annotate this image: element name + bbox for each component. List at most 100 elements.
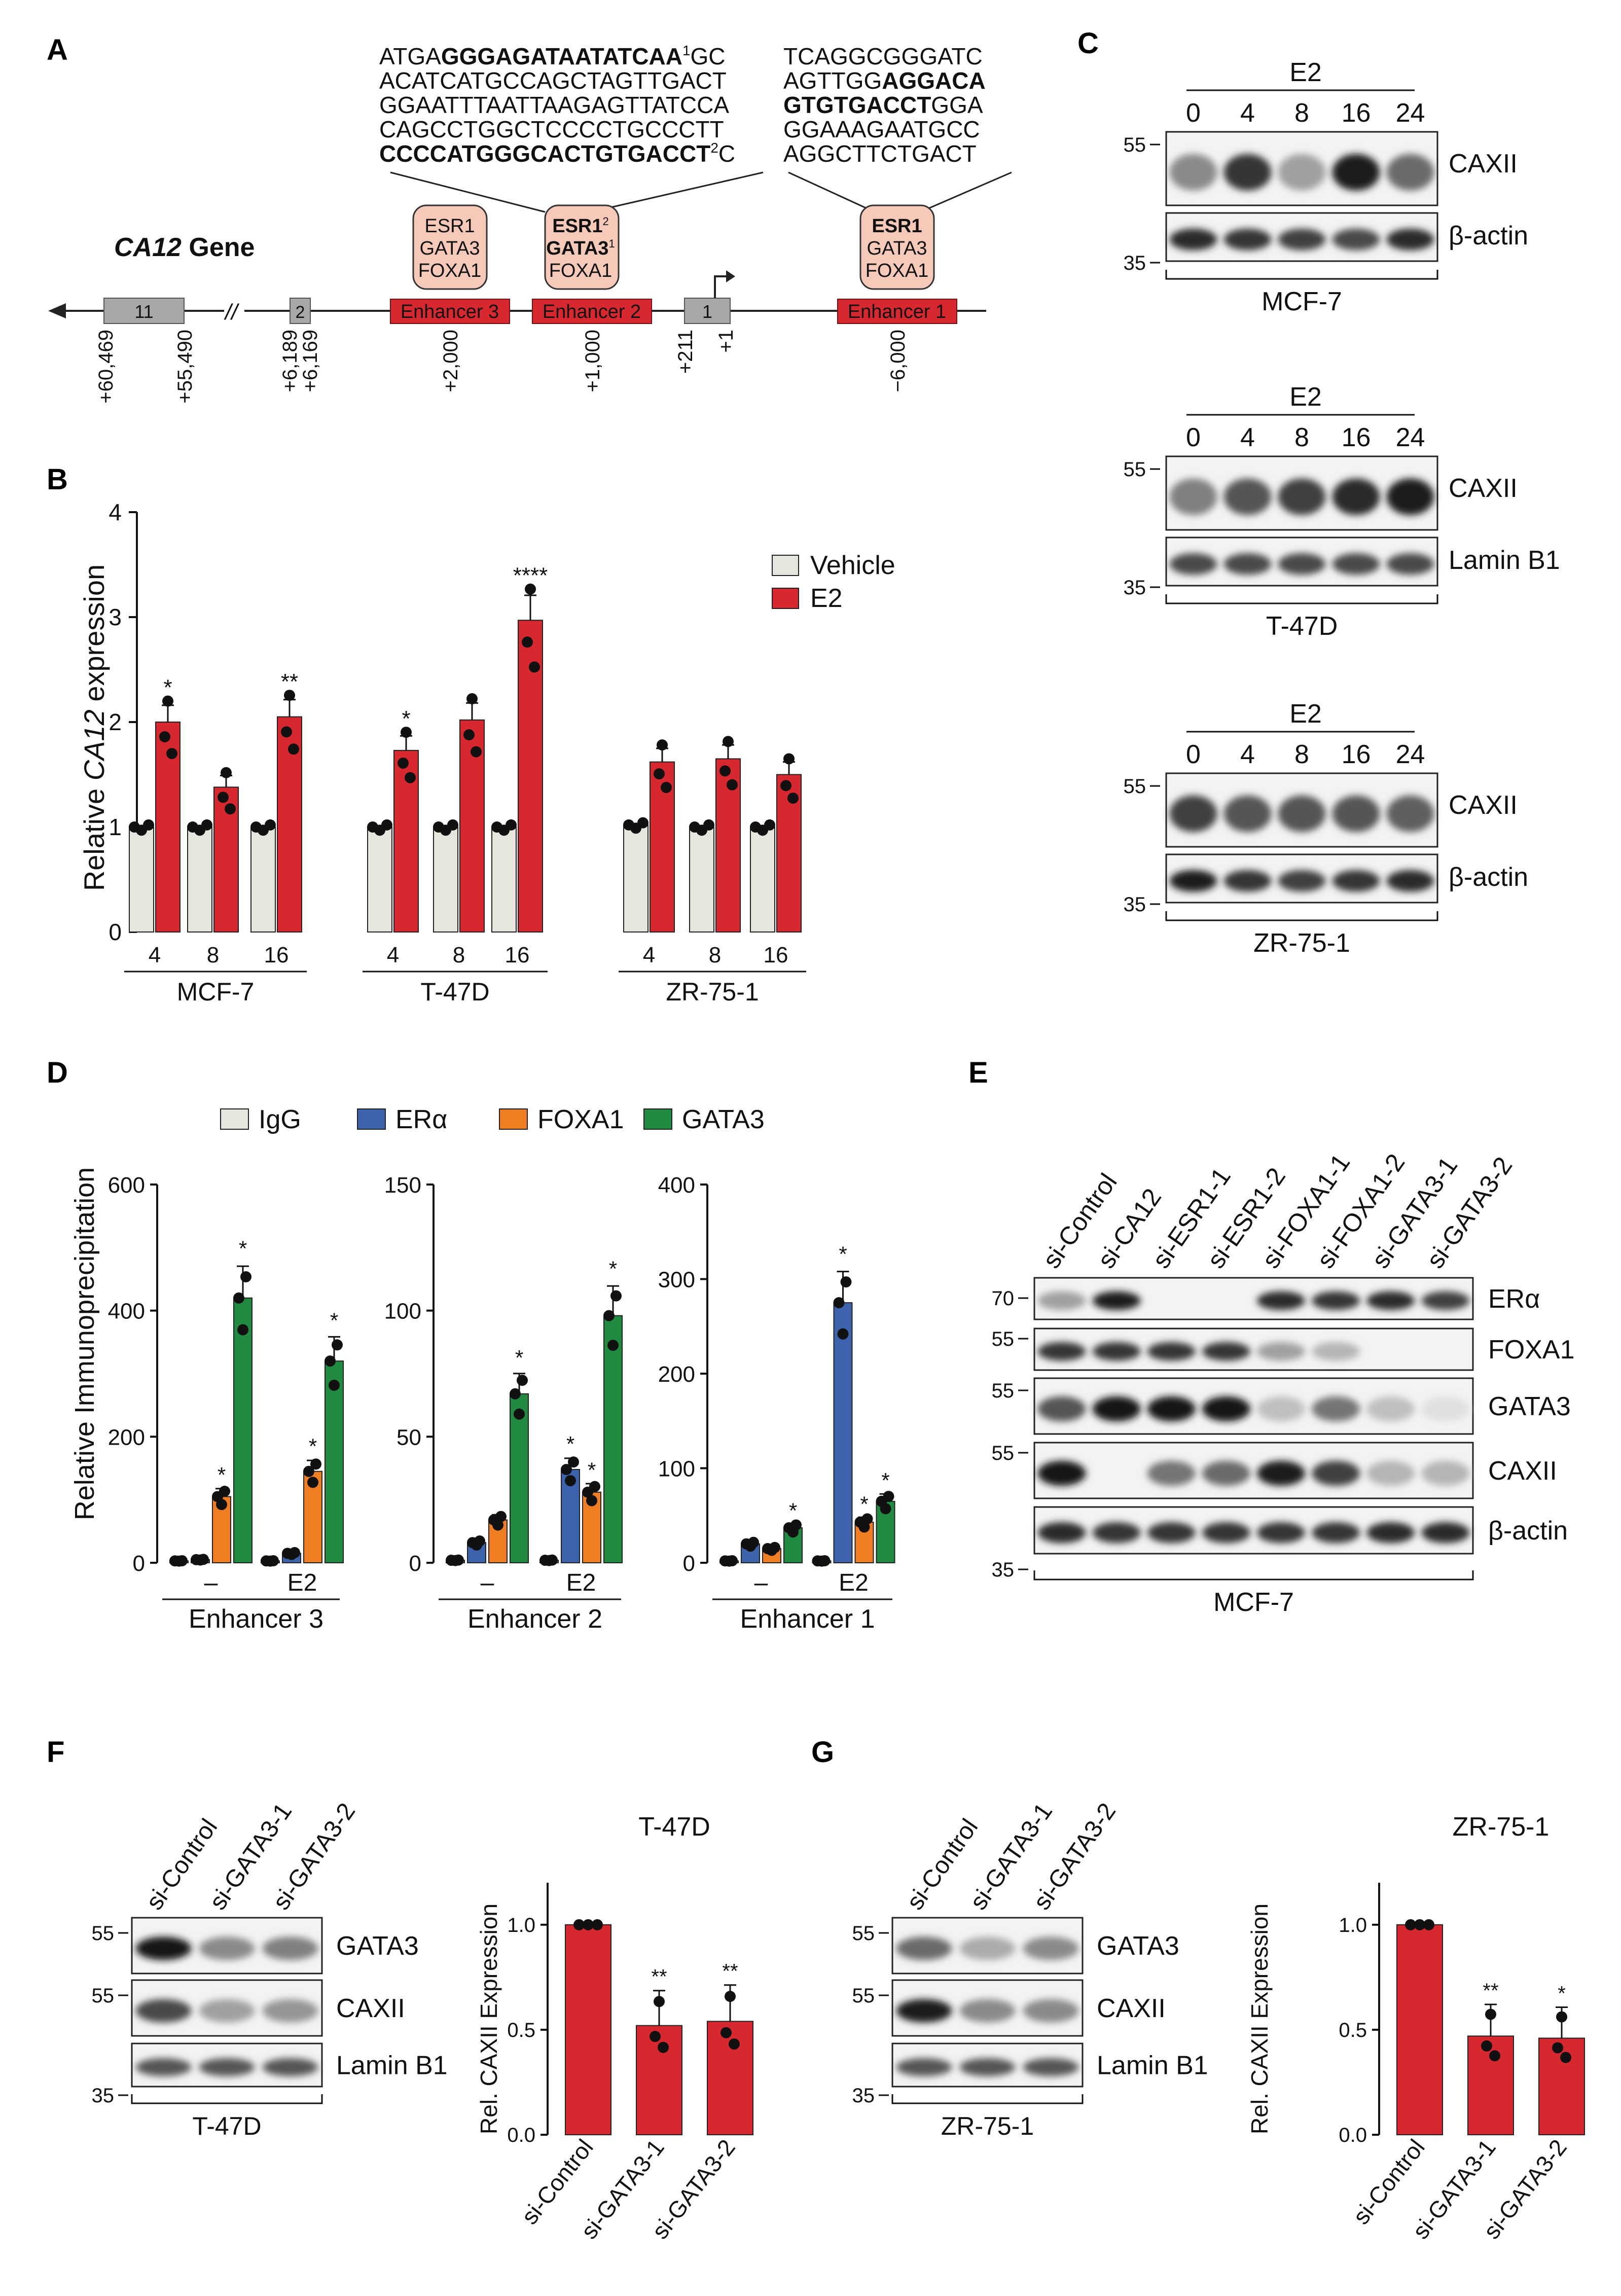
enhancer-1-box <box>837 299 957 324</box>
data-point <box>143 819 154 831</box>
data-point <box>466 693 478 705</box>
blot-band <box>199 2058 255 2076</box>
y-axis-label: Rel. CAXII Expression <box>1246 1904 1273 2134</box>
blot-band <box>1278 795 1326 832</box>
blot-band <box>1202 1460 1251 1486</box>
protein-label: CAXII <box>1449 791 1518 820</box>
blot-band <box>1223 478 1272 515</box>
svg-text:FOXA1: FOXA1 <box>866 260 929 281</box>
time-label: 0 <box>1186 98 1201 128</box>
bar <box>1467 2035 1514 2135</box>
y-axis-label: Relative Immunoprecipitation <box>69 1167 100 1520</box>
y-tick-label: 100 <box>384 1299 421 1324</box>
legend-label: FOXA1 <box>537 1105 624 1134</box>
time-label: 24 <box>1396 423 1425 452</box>
y-tick-label: 1 <box>109 814 122 840</box>
blot-band <box>1223 228 1272 250</box>
time-label: 0 <box>1186 740 1201 769</box>
significance-mark: * <box>588 1458 596 1482</box>
cell-line-bracket <box>1165 270 1438 280</box>
legend-swatch-vehicle <box>772 555 799 576</box>
protein-label: ERα <box>1488 1284 1540 1314</box>
blot-band <box>1332 553 1380 575</box>
data-point <box>1405 1919 1416 1930</box>
legend-label: GATA3 <box>682 1105 765 1134</box>
significance-mark: * <box>218 1463 226 1487</box>
blot-band <box>1366 1522 1415 1544</box>
data-point <box>544 1555 555 1566</box>
data-point <box>703 819 714 831</box>
mw-marker: 55 <box>852 1922 875 1945</box>
y-tick-label: 0.0 <box>507 2124 535 2146</box>
data-point <box>265 819 276 831</box>
mw-marker: 55 <box>92 1985 115 2007</box>
bar-vehicle <box>689 827 714 932</box>
data-point <box>766 1545 777 1556</box>
y-tick-label: 600 <box>108 1173 145 1198</box>
y-tick-label: 100 <box>658 1457 695 1482</box>
y-tick-label: 4 <box>109 499 122 525</box>
blot-band <box>959 2058 1016 2076</box>
bar <box>565 1924 611 2135</box>
protein-label: GATA3 <box>1097 1931 1179 1961</box>
y-tick-label: 0.5 <box>507 2019 535 2041</box>
time-label: 24 <box>1396 740 1425 769</box>
tf-box-enhancer-2 <box>544 204 620 290</box>
protein-label: CAXII <box>1449 149 1518 178</box>
y-axis-label: Relative CA12 expression <box>78 564 110 891</box>
mw-marker: 55 <box>992 1442 1015 1464</box>
blot-band <box>1256 1522 1306 1544</box>
condition-label: – <box>754 1569 768 1596</box>
sequence-line: ACATCATGCCAGCTAGTTGACT <box>379 67 727 94</box>
bar <box>233 1297 253 1564</box>
y-tick-label: 0 <box>409 1551 421 1576</box>
data-point <box>837 1328 849 1340</box>
significance-mark: ** <box>722 1960 738 1982</box>
significance-mark: * <box>789 1498 797 1522</box>
data-point <box>1489 2050 1500 2062</box>
time-label: 16 <box>1342 423 1371 452</box>
bar <box>636 2025 682 2135</box>
cell-line-label: MCF-7 <box>1213 1588 1294 1617</box>
blot-band <box>1312 1396 1360 1422</box>
significance-mark: * <box>609 1257 617 1280</box>
blot-band <box>1169 154 1217 191</box>
position-label: −6,000 <box>887 330 909 392</box>
sequence-line: AGGCTTCTGACT <box>783 140 977 167</box>
blot-band <box>1223 795 1272 832</box>
gene-title: CA12 Gene <box>114 233 255 262</box>
y-tick-label: 3 <box>109 604 122 630</box>
x-tick-label: 16 <box>764 943 788 967</box>
data-point <box>307 1477 318 1488</box>
bar-vehicle <box>433 827 458 932</box>
protein-label: Lamin B1 <box>1097 2051 1208 2080</box>
blot-band <box>262 1999 318 2023</box>
cell-line-bracket <box>1165 911 1438 921</box>
y-tick-label: 400 <box>108 1299 145 1324</box>
y-axis-label: Rel. CAXII Expression <box>476 1904 502 2134</box>
cell-line-label: MCF-7 <box>1262 287 1342 316</box>
blot-band <box>959 1999 1016 2023</box>
bar <box>707 2021 753 2136</box>
y-tick-label: 0 <box>109 919 122 945</box>
blot-band <box>1202 1396 1251 1422</box>
condition-label: – <box>481 1569 494 1596</box>
bar <box>510 1393 529 1563</box>
sequence-line: GTGTGACCTGGA <box>783 92 983 118</box>
blot-band <box>1147 1342 1196 1361</box>
blot-band <box>1037 1522 1086 1544</box>
blot-band <box>1092 1522 1141 1544</box>
blot-band <box>1092 1396 1141 1422</box>
data-point <box>221 767 232 778</box>
blot-band <box>1332 228 1380 250</box>
blot-band <box>1421 1396 1470 1422</box>
blot-band <box>1278 870 1326 892</box>
data-point <box>162 695 173 707</box>
blot-band <box>1421 1522 1470 1544</box>
mw-marker: 35 <box>1124 577 1146 599</box>
data-point <box>329 1379 340 1391</box>
time-label: 8 <box>1294 423 1309 452</box>
data-point <box>525 583 536 595</box>
